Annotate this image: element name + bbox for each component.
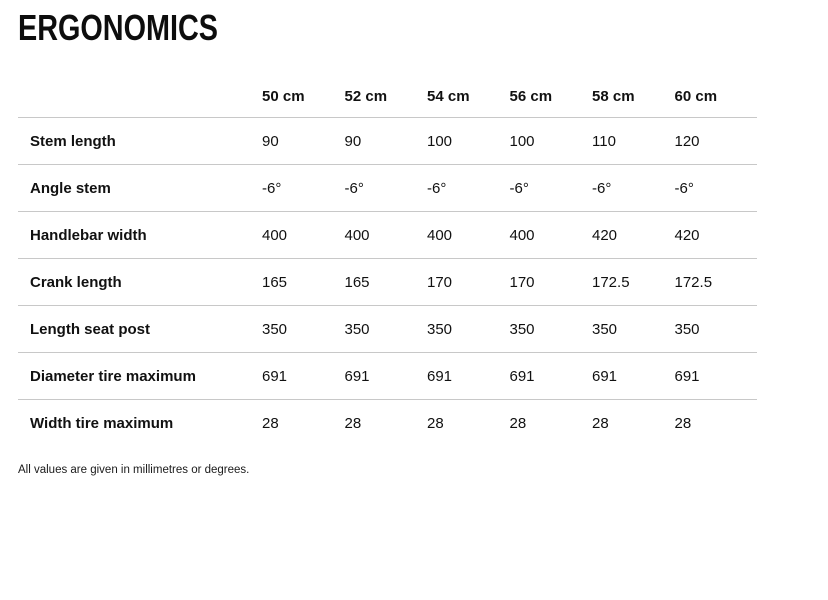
row-value: 28 (674, 415, 692, 432)
table-header-row: 50 cm 52 cm 54 cm 56 cm 58 cm 60 cm (18, 75, 757, 118)
table-row: Width tire maximum 28 28 28 28 28 28 (18, 400, 757, 447)
size-column-header: 52 cm (344, 87, 388, 105)
row-value: 170 (427, 273, 453, 291)
table-body: Stem length 90 90 100 100 110 120 Angle … (18, 118, 757, 447)
row-value: 420 (592, 226, 618, 244)
row-value: 170 (509, 273, 535, 291)
row-value: 350 (427, 320, 453, 338)
size-column-header: 60 cm (674, 87, 718, 105)
row-value: -6° (262, 179, 282, 197)
row-value: 28 (509, 415, 527, 432)
size-column-header: 56 cm (509, 87, 553, 105)
row-value: 28 (592, 415, 609, 432)
row-value: 110 (592, 132, 616, 150)
ergonomics-table: 50 cm 52 cm 54 cm 56 cm 58 cm 60 cm Stem… (18, 75, 757, 447)
row-label: Crank length (30, 273, 122, 291)
row-value: 90 (262, 132, 279, 150)
row-value: 350 (592, 320, 618, 338)
row-value: 400 (509, 226, 535, 244)
row-value: 100 (509, 132, 535, 150)
row-value: 691 (427, 367, 453, 385)
row-value: 28 (344, 415, 362, 432)
table-row: Crank length 165 165 170 170 172.5 172.5 (18, 259, 757, 306)
table-row: Angle stem -6° -6° -6° -6° -6° -6° (18, 165, 757, 212)
row-value: 350 (509, 320, 535, 338)
row-value: 165 (262, 273, 288, 291)
row-label: Stem length (30, 132, 116, 150)
row-value: 400 (262, 226, 288, 244)
table-footnote: All values are given in millimetres or d… (18, 464, 250, 476)
row-label: Handlebar width (30, 226, 147, 244)
row-value: -6° (427, 179, 447, 197)
ergonomics-section: ERGONOMICS 50 cm 52 cm 54 cm 56 cm 58 cm… (18, 7, 757, 476)
row-label: Angle stem (30, 179, 111, 197)
row-label: Width tire maximum (30, 415, 174, 432)
row-value: 691 (262, 367, 288, 385)
row-value: 90 (344, 132, 362, 150)
size-column-header: 58 cm (592, 87, 635, 105)
row-value: -6° (592, 179, 612, 197)
row-value: 400 (427, 226, 453, 244)
row-value: 691 (674, 367, 700, 385)
row-value: 28 (427, 415, 444, 432)
row-value: -6° (344, 179, 364, 197)
row-value: -6° (509, 179, 529, 197)
row-value: 165 (344, 273, 370, 291)
row-value: 691 (509, 367, 535, 385)
size-column-header: 50 cm (262, 87, 305, 105)
table-row: Diameter tire maximum 691 691 691 691 69… (18, 353, 757, 400)
row-value: -6° (674, 179, 694, 197)
row-value: 120 (674, 132, 700, 150)
row-value: 420 (674, 226, 700, 244)
table-row: Length seat post 350 350 350 350 350 350 (18, 306, 757, 353)
row-value: 28 (262, 415, 279, 432)
row-value: 100 (427, 132, 453, 150)
row-value: 172.5 (592, 273, 630, 291)
row-value: 400 (344, 226, 370, 244)
row-value: 350 (344, 320, 370, 338)
row-value: 350 (674, 320, 700, 338)
page-title: ERGONOMICS (18, 7, 219, 48)
row-label: Length seat post (30, 320, 151, 338)
size-column-header: 54 cm (427, 87, 470, 105)
row-value: 691 (592, 367, 618, 385)
table-row: Stem length 90 90 100 100 110 120 (18, 118, 757, 165)
row-value: 691 (344, 367, 370, 385)
row-value: 350 (262, 320, 288, 338)
row-value: 172.5 (674, 273, 713, 291)
row-label: Diameter tire maximum (30, 367, 196, 385)
table-row: Handlebar width 400 400 400 400 420 420 (18, 212, 757, 259)
